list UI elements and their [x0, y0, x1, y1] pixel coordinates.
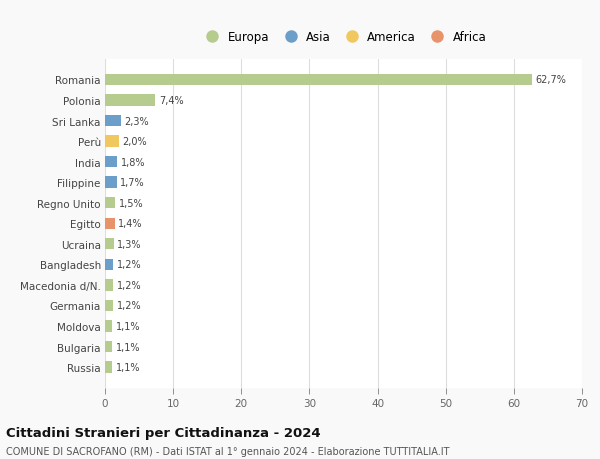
- Text: 1,3%: 1,3%: [117, 239, 142, 249]
- Text: 2,0%: 2,0%: [122, 137, 146, 147]
- Legend: Europa, Asia, America, Africa: Europa, Asia, America, Africa: [196, 26, 491, 49]
- Bar: [105, 157, 117, 168]
- Text: 62,7%: 62,7%: [536, 75, 566, 85]
- Text: 2,3%: 2,3%: [124, 116, 149, 126]
- Bar: [105, 280, 113, 291]
- Bar: [105, 75, 532, 86]
- Text: 1,1%: 1,1%: [116, 321, 140, 331]
- Bar: [105, 362, 112, 373]
- Text: 1,2%: 1,2%: [116, 280, 141, 290]
- Text: 1,4%: 1,4%: [118, 219, 142, 229]
- Text: 7,4%: 7,4%: [159, 96, 184, 106]
- Bar: [105, 239, 114, 250]
- Bar: [105, 116, 121, 127]
- Bar: [105, 177, 116, 188]
- Text: 1,8%: 1,8%: [121, 157, 145, 167]
- Text: 1,2%: 1,2%: [116, 260, 141, 270]
- Text: 1,1%: 1,1%: [116, 342, 140, 352]
- Text: COMUNE DI SACROFANO (RM) - Dati ISTAT al 1° gennaio 2024 - Elaborazione TUTTITAL: COMUNE DI SACROFANO (RM) - Dati ISTAT al…: [6, 446, 449, 456]
- Bar: [105, 300, 113, 311]
- Bar: [105, 259, 113, 270]
- Text: 1,1%: 1,1%: [116, 362, 140, 372]
- Text: 1,2%: 1,2%: [116, 301, 141, 311]
- Bar: [105, 198, 115, 209]
- Text: Cittadini Stranieri per Cittadinanza - 2024: Cittadini Stranieri per Cittadinanza - 2…: [6, 426, 320, 439]
- Bar: [105, 95, 155, 106]
- Bar: [105, 136, 119, 147]
- Bar: [105, 321, 112, 332]
- Text: 1,7%: 1,7%: [120, 178, 145, 188]
- Bar: [105, 341, 112, 353]
- Bar: [105, 218, 115, 230]
- Text: 1,5%: 1,5%: [119, 198, 143, 208]
